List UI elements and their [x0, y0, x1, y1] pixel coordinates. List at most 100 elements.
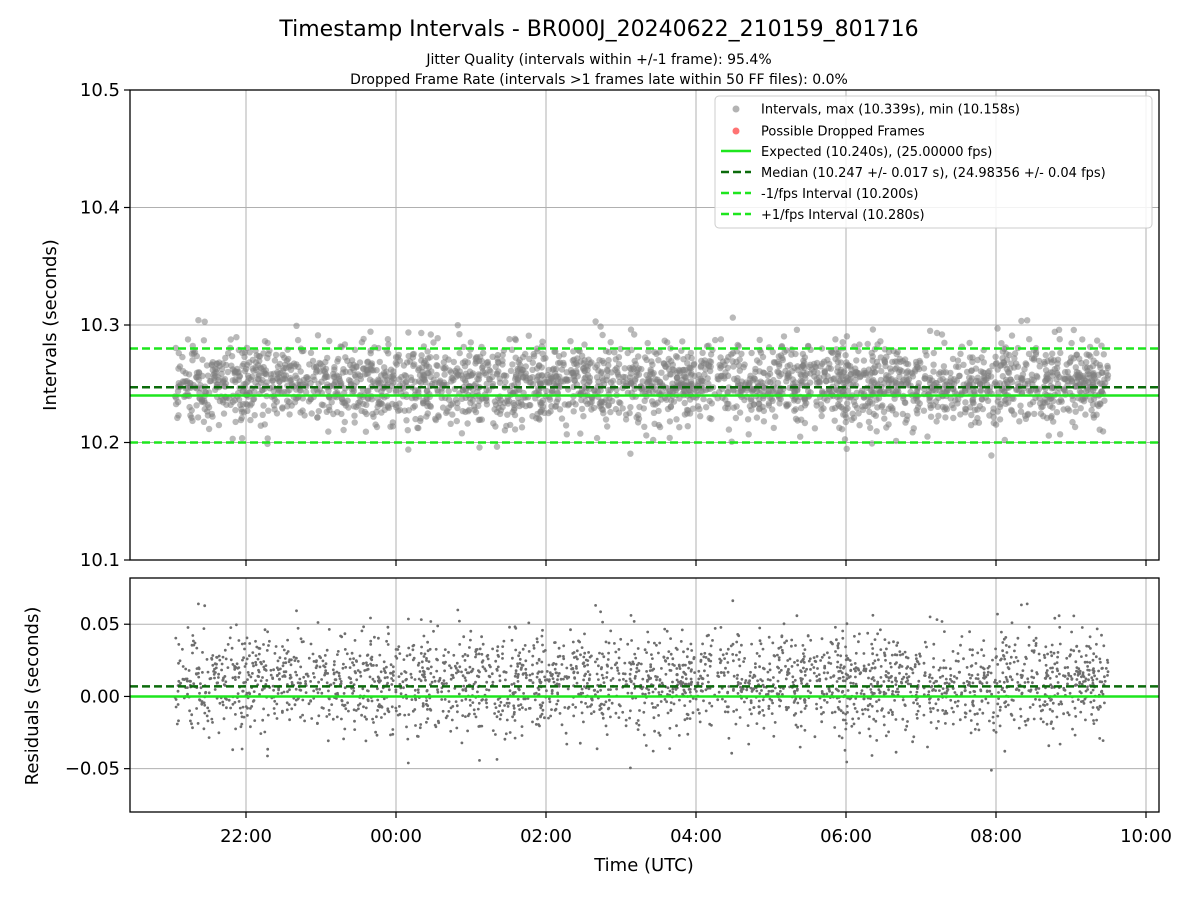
residual-point — [944, 709, 948, 713]
residual-point — [189, 719, 192, 723]
residual-point — [419, 679, 423, 683]
residual-point — [755, 652, 759, 655]
residual-point — [1058, 625, 1062, 629]
residual-point — [312, 660, 316, 663]
residual-point — [594, 660, 597, 664]
residual-point — [462, 684, 466, 688]
residual-point — [697, 677, 701, 681]
residual-point — [882, 715, 886, 718]
interval-point — [392, 354, 400, 361]
residual-point — [1080, 655, 1083, 658]
residual-point — [1012, 718, 1016, 722]
residual-point — [191, 634, 195, 637]
residual-point — [293, 659, 297, 662]
residual-point — [516, 697, 520, 701]
residual-point — [991, 715, 995, 719]
interval-point — [662, 374, 670, 381]
interval-point — [495, 368, 502, 375]
residual-point — [550, 689, 554, 693]
interval-point — [1038, 404, 1045, 411]
residual-point — [418, 726, 422, 730]
residual-point — [1060, 702, 1064, 706]
residual-point — [206, 719, 210, 723]
residual-point — [318, 665, 322, 669]
residual-point — [604, 640, 608, 644]
residual-point — [967, 681, 971, 685]
interval-point — [776, 372, 783, 380]
residual-point — [207, 691, 211, 695]
residual-point — [727, 685, 731, 688]
interval-point — [362, 428, 370, 435]
interval-point — [458, 430, 466, 437]
interval-point — [641, 423, 648, 430]
interval-point — [775, 353, 782, 360]
residual-point — [912, 701, 915, 705]
residual-point — [1051, 670, 1054, 674]
residual-point — [914, 653, 918, 657]
residual-point — [268, 639, 271, 643]
residual-point — [877, 688, 881, 692]
residual-point — [582, 661, 586, 665]
residual-point — [252, 664, 255, 668]
residual-point — [683, 682, 687, 686]
interval-point — [977, 380, 984, 388]
residual-point — [953, 675, 956, 678]
interval-point — [900, 376, 907, 384]
interval-point — [195, 376, 202, 383]
interval-point — [194, 414, 202, 421]
residual-point — [497, 710, 500, 713]
interval-point — [780, 333, 788, 340]
residual-point — [292, 655, 296, 659]
residual-point — [922, 713, 926, 717]
interval-point — [1023, 317, 1031, 324]
residual-point — [449, 666, 453, 670]
residual-point — [666, 656, 669, 660]
residual-point — [716, 671, 720, 675]
residual-point — [721, 653, 725, 657]
interval-point — [889, 405, 896, 412]
residual-point — [426, 649, 430, 653]
interval-point — [1019, 371, 1027, 378]
interval-point — [219, 378, 227, 385]
residual-point — [854, 666, 858, 669]
residual-point — [903, 704, 907, 707]
residual-point — [804, 704, 808, 708]
residual-point — [186, 626, 190, 629]
interval-point — [593, 374, 601, 381]
residual-point — [1092, 722, 1096, 725]
residual-point — [956, 699, 960, 703]
interval-point — [492, 423, 499, 430]
residual-point — [228, 636, 232, 640]
residual-point — [1014, 688, 1018, 691]
residual-point — [241, 689, 245, 693]
residual-point — [868, 669, 872, 673]
residual-point — [447, 710, 451, 713]
residual-point — [660, 681, 664, 685]
residual-point — [808, 657, 812, 661]
residual-point — [544, 678, 547, 682]
residual-point — [633, 676, 637, 680]
residual-point — [429, 665, 433, 669]
residual-point — [325, 715, 329, 718]
residual-point — [383, 676, 387, 680]
residual-point — [346, 701, 349, 705]
residual-point — [276, 659, 280, 663]
residual-point — [860, 689, 864, 692]
interval-point — [424, 348, 431, 355]
residual-point — [410, 676, 413, 679]
residual-point — [389, 663, 393, 667]
residual-point — [318, 687, 321, 691]
interval-point — [968, 367, 976, 374]
residual-point — [1066, 666, 1070, 669]
residual-point — [556, 678, 559, 682]
interval-point — [813, 398, 820, 405]
residual-point — [707, 680, 710, 684]
residual-point — [996, 612, 999, 616]
interval-point — [325, 428, 332, 435]
interval-point — [512, 336, 519, 344]
residual-point — [720, 671, 723, 674]
residual-point — [352, 663, 356, 667]
interval-point — [673, 378, 681, 386]
chart-subtitle-dropped: Dropped Frame Rate (intervals >1 frames … — [350, 72, 848, 88]
residual-point — [426, 667, 429, 670]
